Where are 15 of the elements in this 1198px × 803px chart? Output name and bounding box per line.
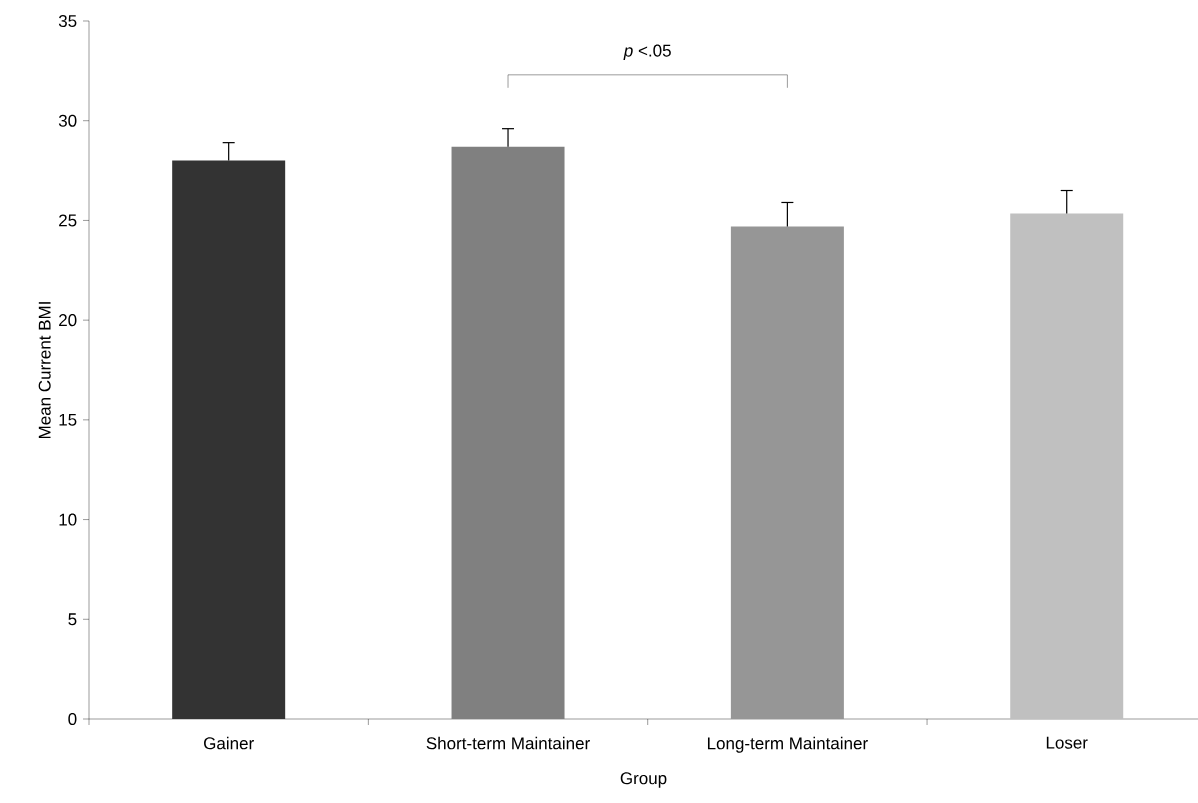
y-tick-label: 25 — [59, 214, 77, 227]
y-tick-label: 5 — [68, 613, 77, 626]
x-tick-label: Gainer — [204, 736, 254, 750]
x-axis-title: Group — [620, 772, 667, 788]
y-axis-title: Mean Current BMI — [38, 302, 51, 439]
x-tick-label: Short-term Maintainer — [426, 736, 590, 750]
x-tick-label: Loser — [1046, 736, 1088, 749]
y-tick-label: 20 — [59, 314, 77, 327]
y-tick-label: 15 — [59, 413, 77, 426]
y-tick-label: 0 — [68, 712, 77, 726]
y-tick-label: 10 — [59, 513, 77, 526]
y-tick-label: 35 — [58, 14, 77, 28]
y-tick-label: 30 — [58, 114, 77, 127]
x-tick-label: Long-term Maintainer — [707, 736, 868, 753]
annotation: p <.05 — [623, 44, 671, 60]
